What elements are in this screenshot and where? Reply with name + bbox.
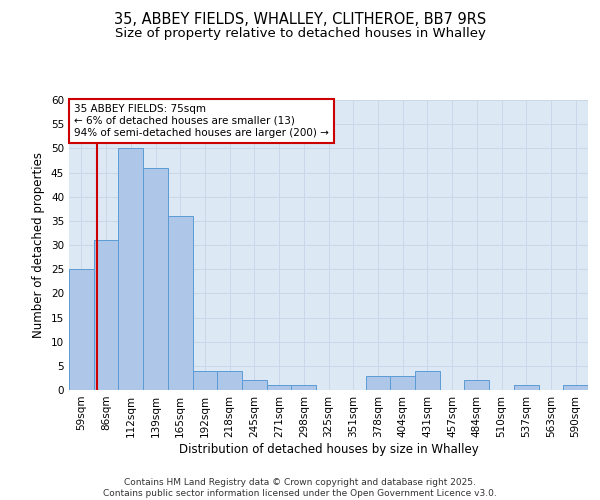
Bar (267, 385, 292, 390)
Bar (242, 380, 267, 390)
Bar (217, 370, 242, 390)
Text: 35, ABBEY FIELDS, WHALLEY, CLITHEROE, BB7 9RS: 35, ABBEY FIELDS, WHALLEY, CLITHEROE, BB… (114, 12, 486, 28)
X-axis label: Distribution of detached houses by size in Whalley: Distribution of detached houses by size … (179, 442, 478, 456)
Bar (193, 370, 217, 390)
Bar (94, 240, 118, 390)
Y-axis label: Number of detached properties: Number of detached properties (32, 152, 46, 338)
Text: Contains HM Land Registry data © Crown copyright and database right 2025.
Contai: Contains HM Land Registry data © Crown c… (103, 478, 497, 498)
Bar (415, 370, 440, 390)
Text: 35 ABBEY FIELDS: 75sqm
← 6% of detached houses are smaller (13)
94% of semi-deta: 35 ABBEY FIELDS: 75sqm ← 6% of detached … (74, 104, 329, 138)
Bar (143, 168, 168, 390)
Bar (365, 376, 390, 390)
Bar (118, 148, 143, 390)
Bar (563, 385, 588, 390)
Bar (69, 269, 94, 390)
Bar (292, 385, 316, 390)
Bar (390, 376, 415, 390)
Bar (464, 380, 489, 390)
Text: Size of property relative to detached houses in Whalley: Size of property relative to detached ho… (115, 28, 485, 40)
Bar (168, 216, 193, 390)
Bar (514, 385, 539, 390)
